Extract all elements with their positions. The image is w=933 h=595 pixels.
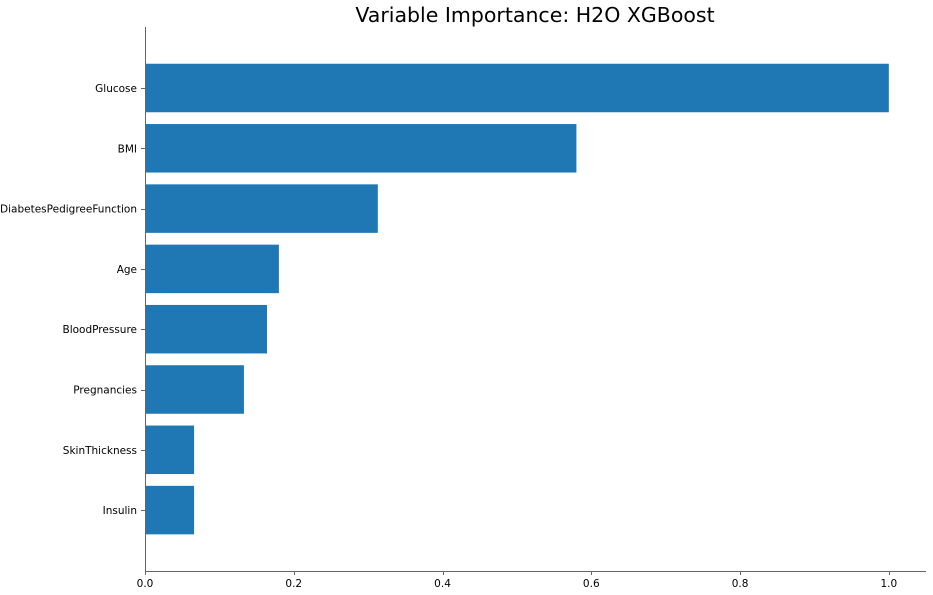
y-tick-label: DiabetesPedigreeFunction <box>0 204 137 216</box>
bar-age <box>145 244 279 294</box>
x-tick-label: 0.2 <box>285 578 302 590</box>
bars-layer <box>145 63 889 535</box>
y-tick-label: Pregnancies <box>73 385 137 397</box>
x-tick-label: 1.0 <box>880 578 897 590</box>
bar-skinthickness <box>145 425 195 475</box>
y-tick-label: SkinThickness <box>63 445 137 457</box>
x-ticks: 0.0 0.2 0.4 0.6 0.8 1.0 <box>137 571 897 590</box>
bar-insulin <box>145 485 195 535</box>
x-tick-label: 0.0 <box>137 578 154 590</box>
x-tick-label: 0.6 <box>583 578 600 590</box>
y-tick-label: BloodPressure <box>63 324 137 336</box>
y-tick-label: Glucose <box>95 83 137 95</box>
y-tick-label: Insulin <box>103 505 137 517</box>
x-tick-label: 0.8 <box>732 578 749 590</box>
y-tick-labels: Glucose BMI DiabetesPedigreeFunction Age Blo… <box>0 83 145 517</box>
bar-bloodpressure <box>145 304 267 354</box>
x-tick-label: 0.4 <box>434 578 451 590</box>
y-tick-label: BMI <box>118 143 137 155</box>
y-tick-label: Age <box>117 264 137 276</box>
bar-glucose <box>145 63 889 113</box>
bar-diabetespedigreefunction <box>145 184 378 233</box>
bar-bmi <box>145 124 577 173</box>
bar-pregnancies <box>145 365 244 414</box>
chart-title: Variable Importance: H2O XGBoost <box>355 3 714 27</box>
